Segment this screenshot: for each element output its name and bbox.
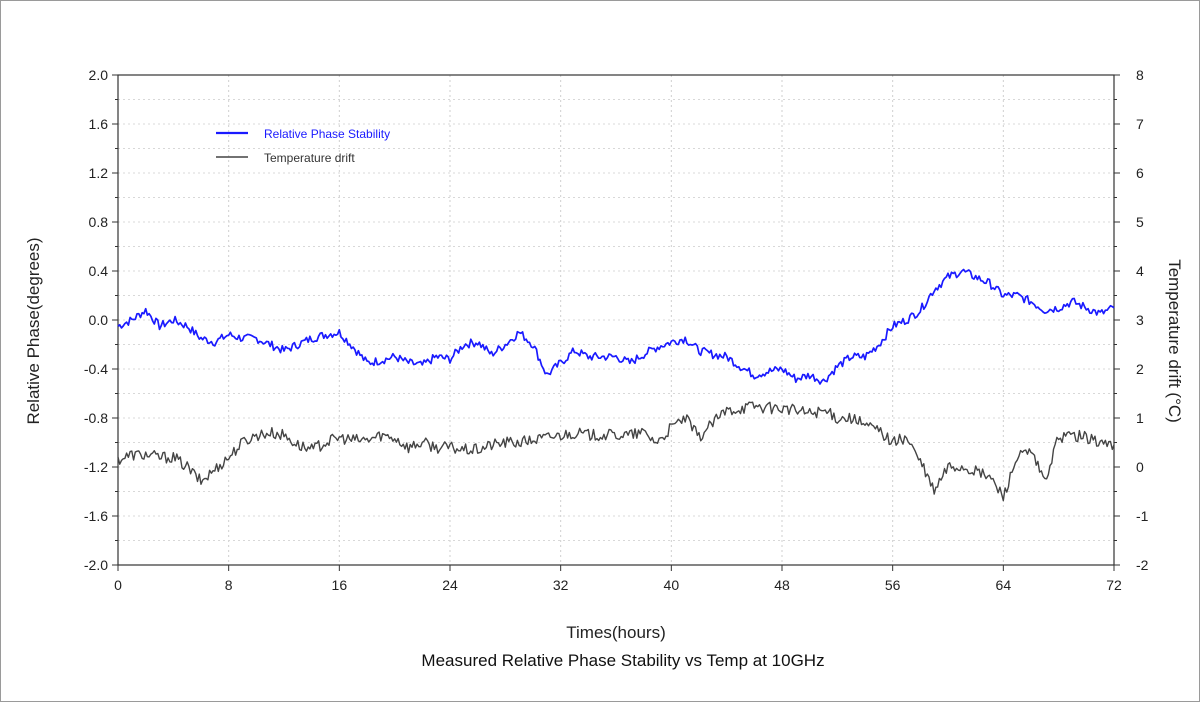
series-line-phase — [117, 268, 1115, 385]
y-axis-ticks: 2.0 1.6 1.2 0.8 0.4 0.0 -0.4 -0.8 -1.2 -1.6 -2.0 — [84, 67, 118, 573]
x-tick-label: 0 — [114, 577, 122, 593]
y-tick-label: 2.0 — [89, 67, 109, 83]
series-line-temperature — [117, 401, 1115, 502]
y2-axis-ticks: 8 7 6 5 4 3 2 1 0 -1 -2 — [1114, 67, 1149, 573]
series-layer — [117, 268, 1115, 502]
y-tick-label: 0.0 — [89, 312, 109, 328]
y-tick-label: -0.8 — [84, 410, 108, 426]
legend-label-phase: Relative Phase Stability — [264, 127, 390, 141]
y2-axis-title: Temperature drift (°C) — [1165, 259, 1184, 423]
x-tick-label: 64 — [996, 577, 1012, 593]
x-tick-label: 16 — [332, 577, 348, 593]
x-tick-label: 40 — [664, 577, 680, 593]
x-tick-label: 32 — [553, 577, 569, 593]
y-axis-title: Relative Phase(degrees) — [24, 237, 43, 424]
y2-tick-label: 8 — [1136, 67, 1144, 83]
y2-tick-label: -1 — [1136, 508, 1149, 524]
x-tick-label: 24 — [442, 577, 458, 593]
x-tick-label: 48 — [774, 577, 790, 593]
y2-tick-label: 4 — [1136, 263, 1144, 279]
y-tick-label: -1.6 — [84, 508, 108, 524]
y2-tick-label: 5 — [1136, 214, 1144, 230]
x-tick-label: 56 — [885, 577, 901, 593]
x-tick-label: 8 — [225, 577, 233, 593]
x-tick-label: 72 — [1106, 577, 1122, 593]
y2-tick-label: -2 — [1136, 557, 1149, 573]
y-tick-label: -2.0 — [84, 557, 108, 573]
y2-tick-label: 0 — [1136, 459, 1144, 475]
y2-tick-label: 2 — [1136, 361, 1144, 377]
y-tick-label: 1.6 — [89, 116, 109, 132]
chart-title: Measured Relative Phase Stability vs Tem… — [421, 651, 824, 670]
y2-tick-label: 6 — [1136, 165, 1144, 181]
y2-tick-label: 7 — [1136, 116, 1144, 132]
y-tick-label: 0.4 — [89, 263, 109, 279]
x-axis-title: Times(hours) — [566, 623, 666, 642]
y2-tick-label: 1 — [1136, 410, 1144, 426]
y2-tick-label: 3 — [1136, 312, 1144, 328]
legend: Relative Phase Stability Temperature dri… — [216, 127, 390, 165]
legend-label-temperature: Temperature drift — [264, 151, 355, 165]
y-tick-label: -0.4 — [84, 361, 108, 377]
x-axis-ticks: 0 8 16 24 32 40 48 56 64 72 — [114, 565, 1122, 593]
y-tick-label: 0.8 — [89, 214, 109, 230]
y-tick-label: 1.2 — [89, 165, 109, 181]
grid — [118, 75, 1114, 565]
y-tick-label: -1.2 — [84, 459, 108, 475]
